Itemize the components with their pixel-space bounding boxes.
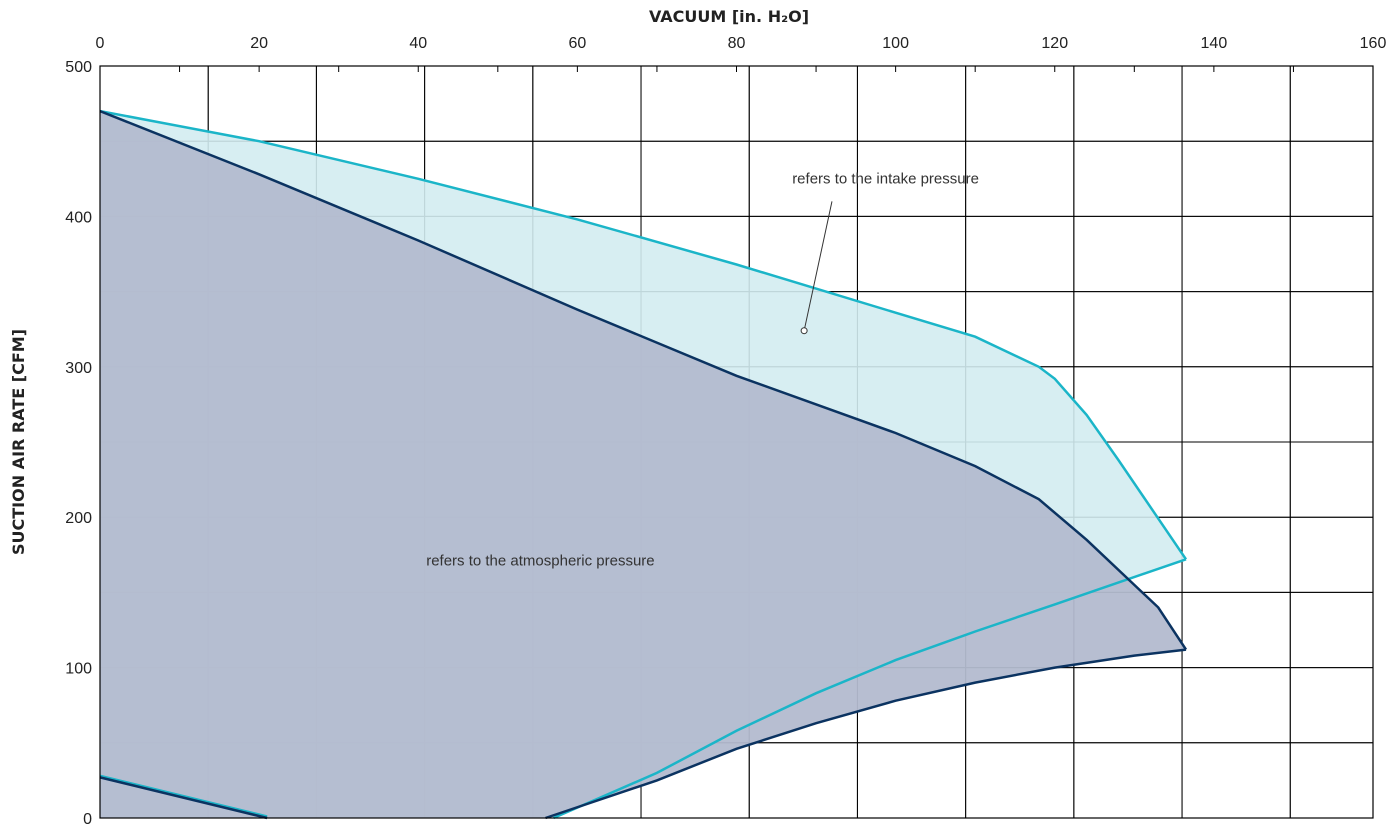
x-tick-label: 100 — [882, 35, 909, 52]
tick-labels: 0 20 40 60 80 100 120 140 160 0 100 200 300 400 500 — [65, 35, 1386, 826]
x-tick-label: 0 — [96, 35, 105, 52]
y-tick-label: 100 — [65, 661, 92, 678]
y-tick-label: 0 — [83, 811, 92, 826]
x-tick-label: 20 — [250, 35, 268, 52]
atmospheric-area — [100, 111, 1186, 819]
intake-lower-line — [553, 558, 1187, 820]
series-lines — [99, 109, 1188, 820]
y-tick-label: 300 — [65, 360, 92, 377]
atmospheric-upper-line — [99, 109, 1188, 651]
x-tick-label: 120 — [1041, 35, 1068, 52]
x-axis-title: VACUUM [in. H₂O] — [649, 7, 809, 26]
y-axis-title: SUCTION AIR RATE [CFM] — [9, 329, 28, 555]
atmospheric-lower-line — [545, 648, 1187, 820]
atmospheric-stub-line — [99, 776, 268, 820]
annotations: refers to the intake pressure refers to t… — [426, 170, 979, 569]
x-tick-label: 140 — [1201, 35, 1228, 52]
x-tick-label: 60 — [568, 35, 586, 52]
y-tick-label: 500 — [65, 59, 92, 76]
intake-pressure-annotation: refers to the intake pressure — [792, 170, 979, 187]
plot-frame — [99, 65, 1374, 819]
x-tick-label: 80 — [728, 35, 746, 52]
atmospheric-pressure-annotation: refers to the atmospheric pressure — [426, 552, 654, 569]
annotation-pointer-dot — [800, 327, 808, 335]
y-tick-label: 400 — [65, 209, 92, 226]
y-tick-label: 200 — [65, 510, 92, 527]
annotation-pointer-line — [803, 201, 833, 331]
intake-stub-line — [99, 774, 268, 818]
intake-upper-line — [99, 109, 1188, 561]
x-tick-label: 160 — [1360, 35, 1387, 52]
x-tick-label: 40 — [409, 35, 427, 52]
plot-areas — [100, 111, 1186, 819]
